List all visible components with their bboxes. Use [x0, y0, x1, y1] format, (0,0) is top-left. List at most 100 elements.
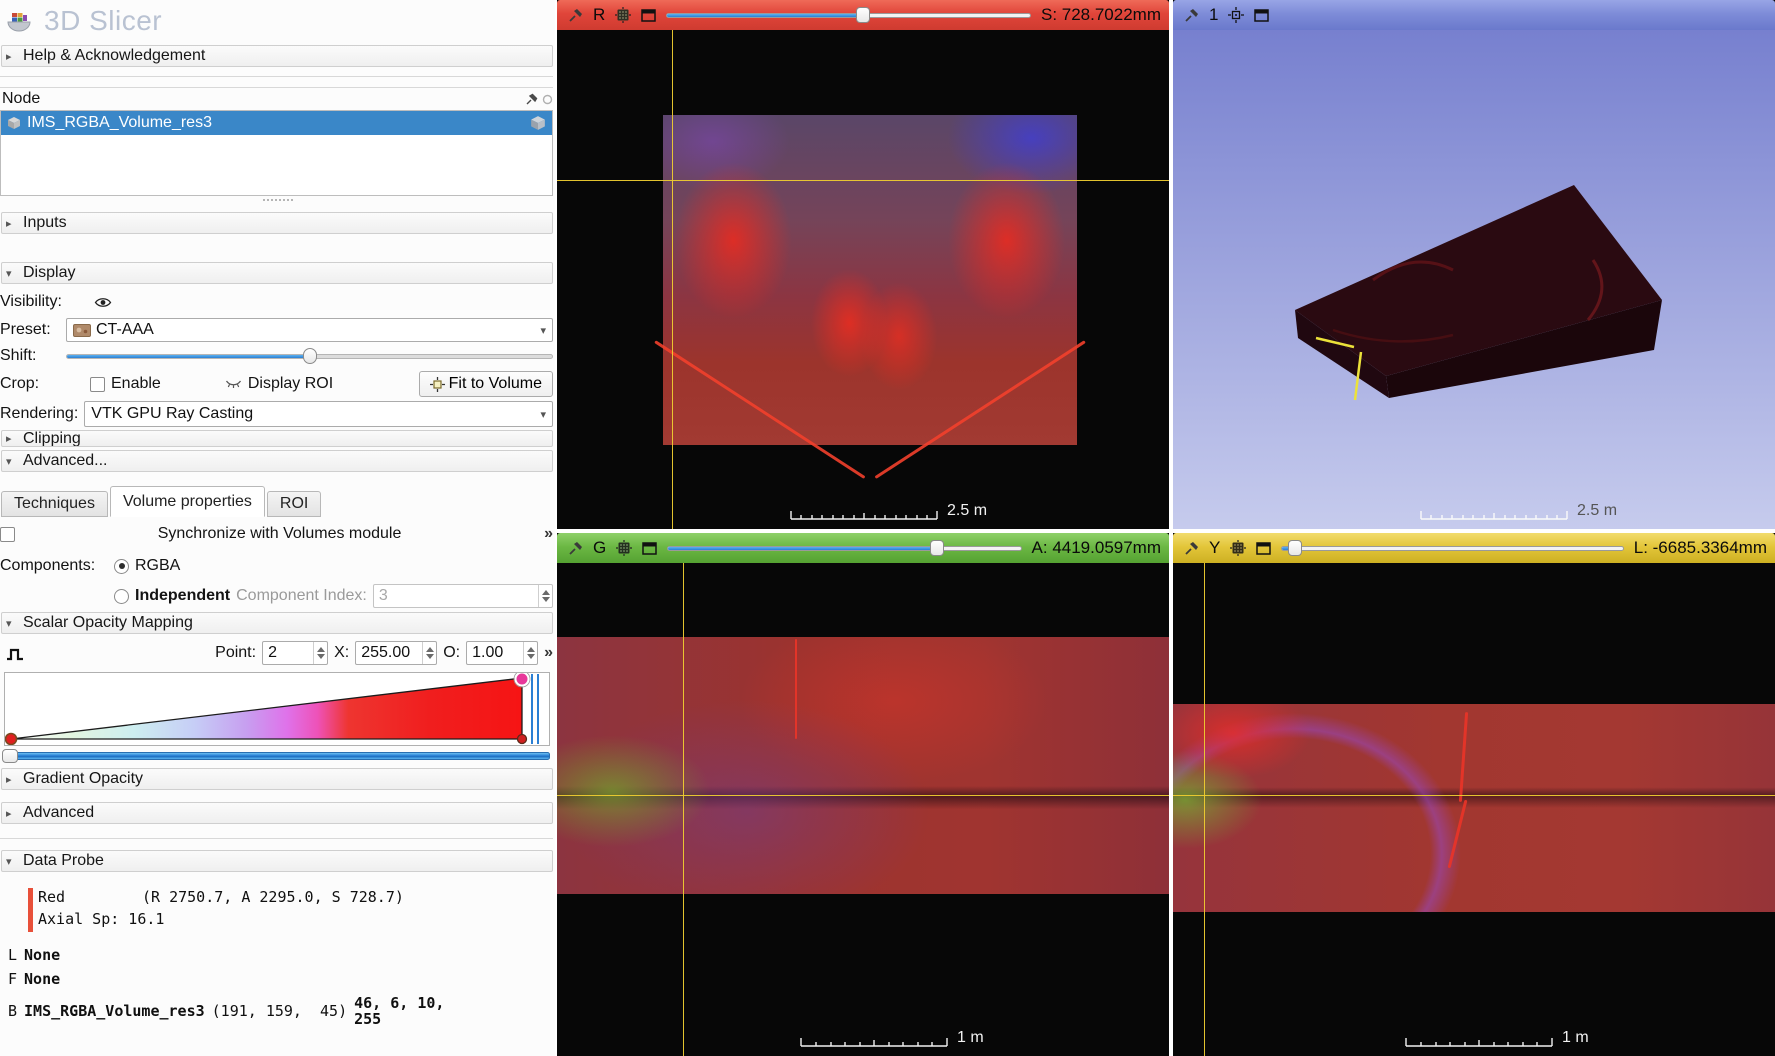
slice-grid-icon[interactable] — [1230, 540, 1247, 556]
slice-grid-icon[interactable] — [615, 7, 632, 23]
pin-icon[interactable] — [569, 541, 583, 555]
maximize-view-icon[interactable] — [641, 8, 657, 22]
slice-grid-icon[interactable] — [616, 540, 633, 556]
independent-row: Independent Component Index: 3 — [0, 584, 553, 608]
pin-icon[interactable] — [1185, 8, 1199, 22]
help-acknowledgement-section[interactable]: ▸ Help & Acknowledgement — [1, 45, 553, 67]
point-value: 2 — [268, 644, 277, 661]
chevron-down-icon: ▾ — [540, 408, 546, 421]
node-combo-menu-icon[interactable] — [542, 94, 553, 105]
green-slice-view: G A: 4419.0597mm 1 m — [557, 533, 1169, 1056]
maximize-view-icon[interactable] — [642, 541, 657, 555]
node-item-cube-icon[interactable] — [530, 115, 546, 131]
sync-more-button[interactable]: » — [544, 525, 553, 542]
red-view-label: R — [593, 5, 606, 24]
rendering-value: VTK GPU Ray Casting — [91, 405, 254, 422]
advanced2-section[interactable]: ▸ Advanced — [1, 802, 553, 824]
component-index-spinbox[interactable]: 3 — [372, 584, 553, 608]
node-combo-pin-icon[interactable] — [526, 93, 538, 105]
probe-axial-row: Axial Sp: 16.1 — [38, 910, 164, 928]
threed-scalebar: 2.5 m — [1419, 502, 1617, 520]
threed-viewport[interactable]: 2.5 m — [1173, 30, 1775, 529]
yellow-slider-handle[interactable] — [1288, 540, 1303, 556]
spinner-arrows-icon[interactable] — [313, 642, 327, 664]
x-spinbox[interactable]: 255.00 — [355, 641, 438, 665]
green-slider-handle[interactable] — [929, 540, 944, 556]
crosshair-box-icon[interactable] — [1228, 7, 1245, 23]
opacity-transfer-function-chart[interactable] — [4, 670, 550, 746]
spinner-arrows-icon[interactable] — [422, 642, 436, 664]
volume-cube-icon — [7, 116, 21, 130]
shift-slider-handle[interactable] — [302, 348, 317, 364]
collapse-arrow-icon: ▸ — [6, 807, 12, 820]
collapse-arrow-icon: ▸ — [6, 50, 12, 63]
tab-techniques[interactable]: Techniques — [1, 491, 108, 517]
display-roi-label: Display ROI — [247, 375, 334, 392]
display-section[interactable]: ▾ Display — [1, 262, 553, 284]
preset-combobox[interactable]: CT-AAA ▾ — [66, 318, 553, 342]
probe-b-values: 46, 6, 10, 255 — [354, 994, 445, 1028]
maximize-view-icon[interactable] — [1254, 8, 1270, 22]
crop-row: Crop: Enable Display ROI Fit to Volume — [0, 371, 553, 397]
yellow-slice-image — [1173, 704, 1775, 912]
node-item-label: IMS_RGBA_Volume_res3 — [27, 114, 212, 131]
sync-checkbox[interactable] — [0, 526, 15, 542]
gradient-opacity-section[interactable]: ▸ Gradient Opacity — [1, 768, 553, 790]
independent-radio[interactable] — [114, 588, 129, 604]
opacity-ramp — [4, 670, 539, 746]
components-row: Components: RGBA — [0, 556, 553, 576]
scalar-opacity-section[interactable]: ▾ Scalar Opacity Mapping — [1, 612, 553, 634]
spinner-arrows-icon[interactable] — [523, 642, 537, 664]
tab-techniques-label: Techniques — [14, 495, 95, 512]
volume-render-slab — [1295, 185, 1662, 401]
red-slice-viewport[interactable]: 2.5 m — [557, 30, 1169, 529]
scale-label: 1 m — [1562, 1029, 1589, 1046]
shift-slider[interactable] — [66, 348, 553, 364]
divider — [0, 76, 553, 77]
visibility-eye-icon[interactable] — [94, 296, 112, 309]
point-label: Point: — [215, 644, 257, 661]
roi-eye-closed-icon[interactable] — [225, 378, 242, 390]
sync-row: Synchronize with Volumes module » — [0, 521, 553, 547]
red-view-controller-bar: R S: 728.7022mm — [557, 0, 1169, 30]
yellow-slice-offset-slider[interactable] — [1281, 540, 1624, 556]
shift-label: Shift: — [0, 347, 37, 364]
expand-arrow-icon: ▾ — [6, 855, 12, 868]
green-slice-offset-slider[interactable] — [667, 540, 1022, 556]
green-slice-viewport[interactable]: 1 m — [557, 563, 1169, 1056]
red-slider-handle[interactable] — [856, 7, 871, 23]
tab-volume-properties[interactable]: Volume properties — [109, 486, 265, 517]
tab-roi[interactable]: ROI — [266, 491, 322, 517]
slice-feature — [1447, 799, 1468, 869]
rgba-radio[interactable] — [114, 558, 129, 574]
o-spinbox[interactable]: 1.00 — [466, 641, 539, 665]
opacity-more-button[interactable]: » — [544, 644, 553, 661]
spinner-arrows-icon[interactable] — [538, 585, 552, 607]
rendering-combobox[interactable]: VTK GPU Ray Casting ▾ — [84, 401, 553, 427]
advanced-section[interactable]: ▾ Advanced... — [1, 450, 553, 472]
pin-icon[interactable] — [569, 8, 583, 22]
maximize-view-icon[interactable] — [1256, 541, 1272, 555]
node-item-selected[interactable]: IMS_RGBA_Volume_res3 — [1, 111, 552, 135]
clipping-section[interactable]: ▸ Clipping — [1, 430, 553, 447]
step-function-icon[interactable] — [6, 646, 24, 661]
expand-arrow-icon: ▾ — [6, 455, 12, 468]
fit-to-volume-button[interactable]: Fit to Volume — [418, 371, 553, 397]
roi-handle-line — [1353, 351, 1363, 401]
x-value: 255.00 — [361, 644, 411, 661]
opacity-range-slider[interactable] — [2, 749, 550, 763]
inputs-section[interactable]: ▸ Inputs — [1, 212, 553, 234]
opacity-range-handle[interactable] — [2, 749, 19, 763]
pin-icon[interactable] — [1185, 541, 1199, 555]
ruler-icon — [1420, 511, 1568, 520]
yellow-view-controller-bar: Y L: -6685.3364mm — [1173, 533, 1775, 563]
crop-enable-checkbox[interactable] — [90, 376, 105, 392]
divider — [0, 838, 553, 839]
data-probe-section[interactable]: ▾ Data Probe — [1, 850, 553, 872]
slice-feature — [1458, 712, 1469, 802]
panel-size-grip[interactable] — [262, 199, 293, 204]
expand-arrow-icon: ▾ — [6, 617, 12, 630]
red-slice-offset-slider[interactable] — [666, 7, 1031, 23]
point-spinbox[interactable]: 2 — [262, 641, 329, 665]
yellow-slice-viewport[interactable]: 1 m — [1173, 563, 1775, 1056]
